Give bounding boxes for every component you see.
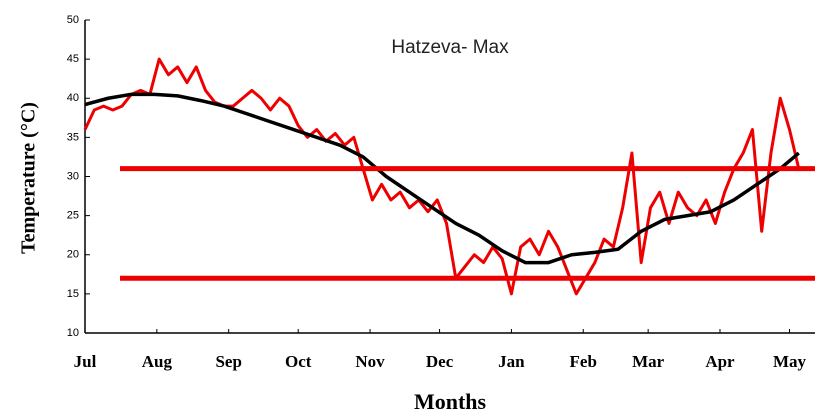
y-tick-label: 25 [67, 210, 79, 222]
y-tick-label: 20 [67, 249, 79, 261]
x-axis-label: Months [414, 389, 487, 414]
x-tick-label: Aug [142, 352, 173, 371]
x-tick-label: Mar [632, 352, 665, 371]
x-tick-label: Apr [705, 352, 735, 371]
x-tick-label: Jul [74, 352, 97, 371]
x-tick-label: Nov [355, 352, 385, 371]
x-tick-label: May [773, 352, 807, 371]
x-tick-label: Dec [426, 352, 454, 371]
y-tick-label: 30 [67, 170, 79, 182]
x-tick-label: Jan [498, 352, 525, 371]
series-line [83, 57, 801, 296]
y-tick-label: 35 [67, 131, 79, 143]
x-tick-label: Sep [215, 352, 241, 371]
chart-title: Hatzeva- Max [391, 37, 509, 58]
y-tick-label: 15 [67, 288, 79, 300]
series-line [84, 92, 800, 265]
y-tick-label: 50 [67, 14, 79, 26]
x-tick-label: Oct [285, 352, 312, 371]
x-tick-label: Feb [570, 352, 597, 371]
y-tick-label: 40 [67, 92, 79, 104]
y-axis-label: Temperature (°C) [18, 102, 40, 254]
y-tick-label: 45 [67, 53, 79, 65]
y-tick-label: 10 [67, 327, 79, 339]
